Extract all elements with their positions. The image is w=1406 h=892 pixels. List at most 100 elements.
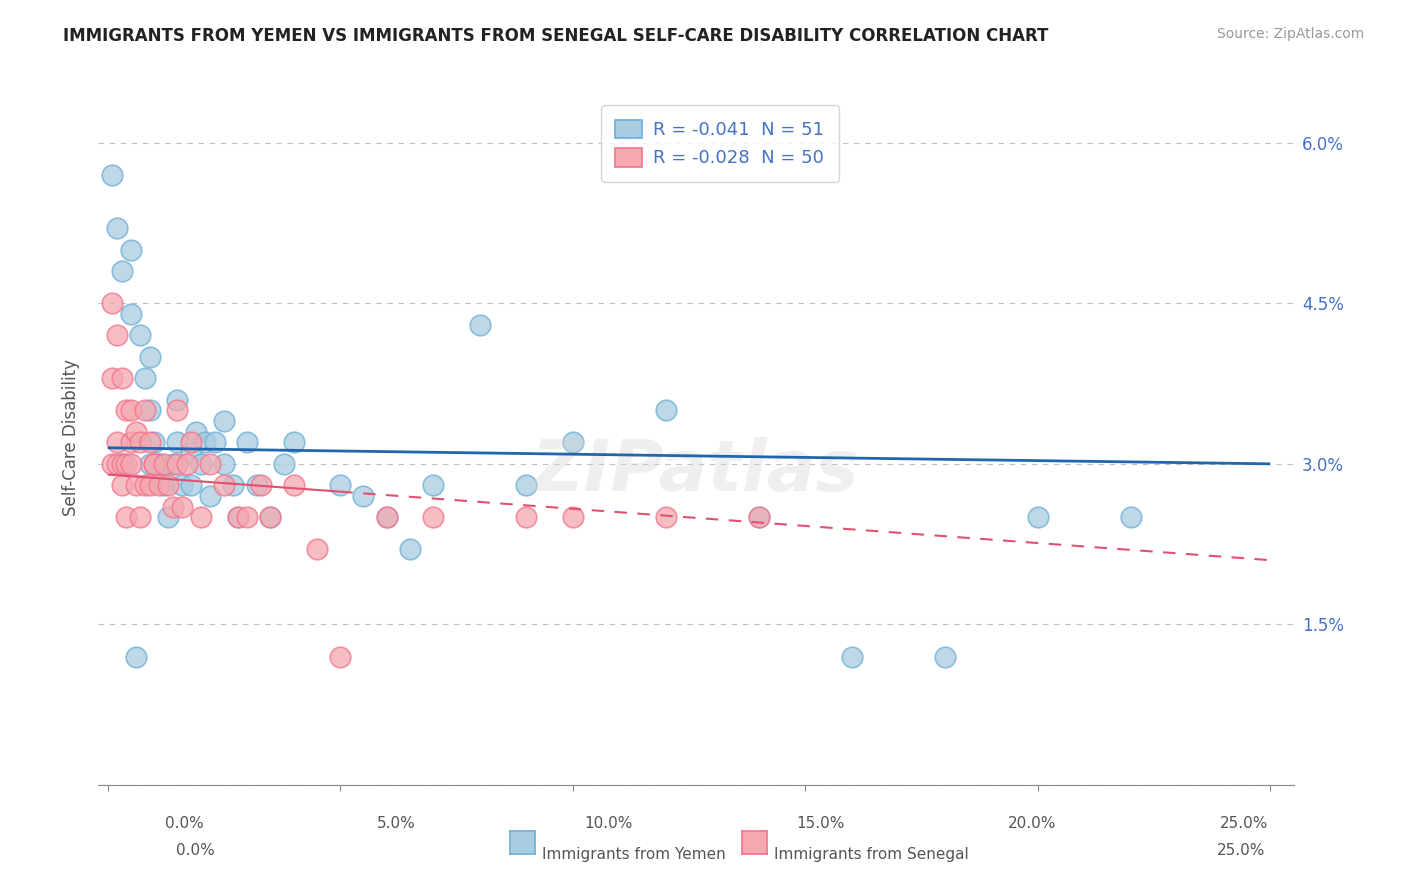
Point	[259, 510, 281, 524]
Point	[143, 457, 166, 471]
Point	[138, 403, 160, 417]
Point	[111, 478, 134, 492]
Point	[934, 649, 956, 664]
Point	[111, 457, 134, 471]
Point	[120, 457, 142, 471]
Point	[134, 478, 156, 492]
Point	[157, 510, 180, 524]
Point	[748, 510, 770, 524]
Point	[841, 649, 863, 664]
Text: 0.0%: 0.0%	[176, 843, 215, 858]
Point	[148, 478, 170, 492]
Point	[111, 371, 134, 385]
Point	[1119, 510, 1142, 524]
Point	[143, 457, 166, 471]
Text: 10.0%: 10.0%	[583, 816, 633, 831]
Point	[212, 457, 235, 471]
Point	[129, 328, 152, 343]
Point	[166, 392, 188, 407]
Point	[172, 478, 194, 492]
Point	[190, 510, 212, 524]
Point	[134, 403, 156, 417]
Point	[162, 500, 184, 514]
Legend: R = -0.041  N = 51, R = -0.028  N = 50: R = -0.041 N = 51, R = -0.028 N = 50	[600, 105, 839, 182]
Point	[194, 435, 217, 450]
Point	[152, 457, 174, 471]
Point	[353, 489, 375, 503]
Point	[120, 307, 142, 321]
Point	[101, 296, 124, 310]
Point	[148, 457, 170, 471]
Point	[166, 457, 188, 471]
Point	[105, 328, 128, 343]
Text: 25.0%: 25.0%	[1220, 816, 1268, 831]
Point	[222, 478, 245, 492]
Point	[468, 318, 491, 332]
Point	[111, 264, 134, 278]
Text: 25.0%: 25.0%	[1218, 843, 1265, 858]
Point	[166, 403, 188, 417]
Point	[655, 510, 678, 524]
Point	[515, 478, 537, 492]
Text: 20.0%: 20.0%	[1008, 816, 1056, 831]
Point	[148, 457, 170, 471]
Point	[157, 478, 180, 492]
Point	[226, 510, 249, 524]
Point	[515, 510, 537, 524]
Point	[115, 457, 138, 471]
Point	[101, 457, 124, 471]
Point	[129, 435, 152, 450]
Point	[399, 542, 422, 557]
Point	[561, 435, 583, 450]
Point	[134, 371, 156, 385]
Point	[190, 457, 212, 471]
Text: Source: ZipAtlas.com: Source: ZipAtlas.com	[1216, 27, 1364, 41]
Point	[129, 510, 152, 524]
Point	[124, 425, 146, 439]
Point	[375, 510, 398, 524]
Point	[329, 649, 352, 664]
Point	[120, 243, 142, 257]
Point	[180, 446, 202, 460]
Y-axis label: Self-Care Disability: Self-Care Disability	[62, 359, 80, 516]
Point	[655, 403, 678, 417]
Point	[245, 478, 267, 492]
Point	[375, 510, 398, 524]
Point	[138, 478, 160, 492]
Point	[138, 435, 160, 450]
Text: ZIPatlas: ZIPatlas	[533, 437, 859, 507]
Point	[172, 500, 194, 514]
Point	[143, 435, 166, 450]
Point	[561, 510, 583, 524]
Point	[283, 435, 305, 450]
Point	[124, 649, 146, 664]
Point	[115, 510, 138, 524]
Point	[250, 478, 273, 492]
Point	[422, 510, 444, 524]
Point	[212, 414, 235, 428]
Point	[198, 457, 221, 471]
Point	[283, 478, 305, 492]
Text: Immigrants from Senegal: Immigrants from Senegal	[773, 847, 969, 863]
Point	[101, 371, 124, 385]
Point	[176, 457, 198, 471]
Point	[212, 478, 235, 492]
Point	[198, 489, 221, 503]
Text: 0.0%: 0.0%	[165, 816, 204, 831]
Point	[204, 435, 226, 450]
Point	[259, 510, 281, 524]
Point	[120, 403, 142, 417]
Point	[236, 435, 259, 450]
Point	[105, 435, 128, 450]
Point	[138, 350, 160, 364]
Point	[111, 457, 134, 471]
Point	[166, 435, 188, 450]
Point	[1026, 510, 1049, 524]
Point	[273, 457, 295, 471]
Point	[152, 478, 174, 492]
Point	[422, 478, 444, 492]
Point	[105, 221, 128, 235]
Point	[184, 425, 207, 439]
Text: Immigrants from Yemen: Immigrants from Yemen	[541, 847, 725, 863]
Point	[329, 478, 352, 492]
